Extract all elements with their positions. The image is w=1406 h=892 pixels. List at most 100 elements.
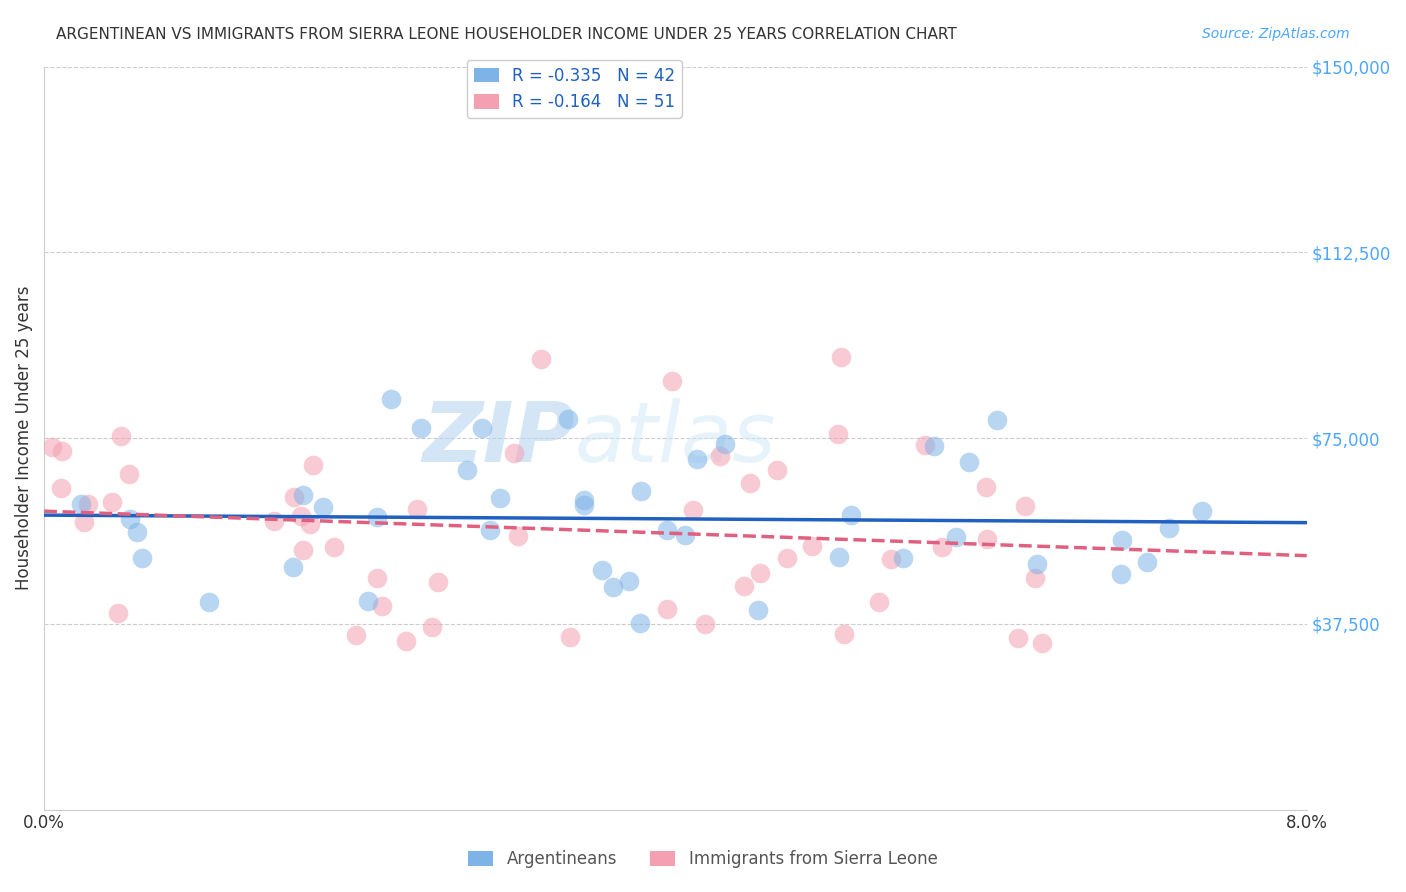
- Point: [695, 616, 717, 631]
- Point: [118, 467, 141, 482]
- Point: [197, 594, 219, 608]
- Point: [1024, 571, 1046, 585]
- Point: [628, 616, 651, 631]
- Point: [427, 574, 450, 589]
- Point: [740, 476, 762, 491]
- Text: ARGENTINEAN VS IMMIGRANTS FROM SIERRA LEONE HOUSEHOLDER INCOME UNDER 25 YEARS CO: ARGENTINEAN VS IMMIGRANTS FROM SIERRA LE…: [56, 27, 957, 42]
- Point: [366, 571, 388, 585]
- Point: [831, 351, 853, 365]
- Point: [1026, 557, 1049, 571]
- Point: [914, 438, 936, 452]
- Point: [839, 508, 862, 522]
- Point: [1007, 631, 1029, 645]
- Point: [827, 549, 849, 564]
- Point: [574, 493, 596, 508]
- Point: [801, 539, 824, 553]
- Point: [371, 599, 394, 614]
- Point: [283, 490, 305, 504]
- Point: [891, 550, 914, 565]
- Point: [73, 515, 96, 529]
- Point: [411, 421, 433, 435]
- Point: [766, 463, 789, 477]
- Point: [292, 543, 315, 558]
- Point: [682, 503, 704, 517]
- Text: Source: ZipAtlas.com: Source: ZipAtlas.com: [1202, 27, 1350, 41]
- Point: [529, 351, 551, 366]
- Point: [366, 510, 388, 524]
- Point: [502, 446, 524, 460]
- Point: [749, 566, 772, 580]
- Point: [456, 463, 478, 477]
- Point: [395, 634, 418, 648]
- Point: [924, 439, 946, 453]
- Point: [471, 421, 494, 435]
- Point: [602, 580, 624, 594]
- Point: [976, 532, 998, 546]
- Point: [302, 458, 325, 473]
- Point: [747, 603, 769, 617]
- Point: [312, 500, 335, 515]
- Legend: Argentineans, Immigrants from Sierra Leone: Argentineans, Immigrants from Sierra Leo…: [461, 844, 945, 875]
- Point: [291, 488, 314, 502]
- Point: [290, 509, 312, 524]
- Point: [131, 550, 153, 565]
- Text: ZIP: ZIP: [422, 398, 575, 479]
- Point: [1191, 504, 1213, 518]
- Point: [118, 512, 141, 526]
- Point: [110, 428, 132, 442]
- Point: [869, 595, 891, 609]
- Point: [51, 444, 73, 458]
- Point: [41, 441, 63, 455]
- Point: [673, 528, 696, 542]
- Point: [508, 529, 530, 543]
- Point: [70, 497, 93, 511]
- Point: [714, 436, 737, 450]
- Y-axis label: Householder Income Under 25 years: Householder Income Under 25 years: [15, 285, 32, 591]
- Legend: R = -0.335   N = 42, R = -0.164   N = 51: R = -0.335 N = 42, R = -0.164 N = 51: [467, 60, 682, 118]
- Point: [263, 514, 285, 528]
- Point: [974, 480, 997, 494]
- Point: [617, 574, 640, 588]
- Point: [49, 482, 72, 496]
- Point: [1159, 521, 1181, 535]
- Point: [1136, 556, 1159, 570]
- Point: [661, 374, 683, 388]
- Point: [100, 495, 122, 509]
- Point: [323, 540, 346, 554]
- Point: [107, 606, 129, 620]
- Point: [827, 426, 849, 441]
- Point: [125, 525, 148, 540]
- Point: [709, 449, 731, 463]
- Point: [298, 516, 321, 531]
- Point: [1111, 533, 1133, 548]
- Point: [489, 491, 512, 506]
- Point: [572, 498, 595, 512]
- Point: [1109, 567, 1132, 582]
- Point: [380, 392, 402, 407]
- Point: [733, 579, 755, 593]
- Point: [776, 551, 799, 566]
- Point: [957, 455, 980, 469]
- Point: [356, 593, 378, 607]
- Point: [560, 630, 582, 644]
- Point: [591, 563, 613, 577]
- Point: [557, 412, 579, 426]
- Text: atlas: atlas: [575, 398, 776, 479]
- Point: [281, 560, 304, 574]
- Point: [420, 620, 443, 634]
- Point: [1014, 499, 1036, 513]
- Point: [880, 552, 903, 566]
- Point: [832, 626, 855, 640]
- Point: [657, 523, 679, 537]
- Point: [657, 601, 679, 615]
- Point: [478, 523, 501, 537]
- Point: [344, 628, 367, 642]
- Point: [76, 497, 98, 511]
- Point: [1031, 635, 1053, 649]
- Point: [686, 452, 709, 467]
- Point: [405, 502, 427, 516]
- Point: [630, 483, 652, 498]
- Point: [986, 412, 1008, 426]
- Point: [945, 530, 967, 544]
- Point: [931, 540, 953, 554]
